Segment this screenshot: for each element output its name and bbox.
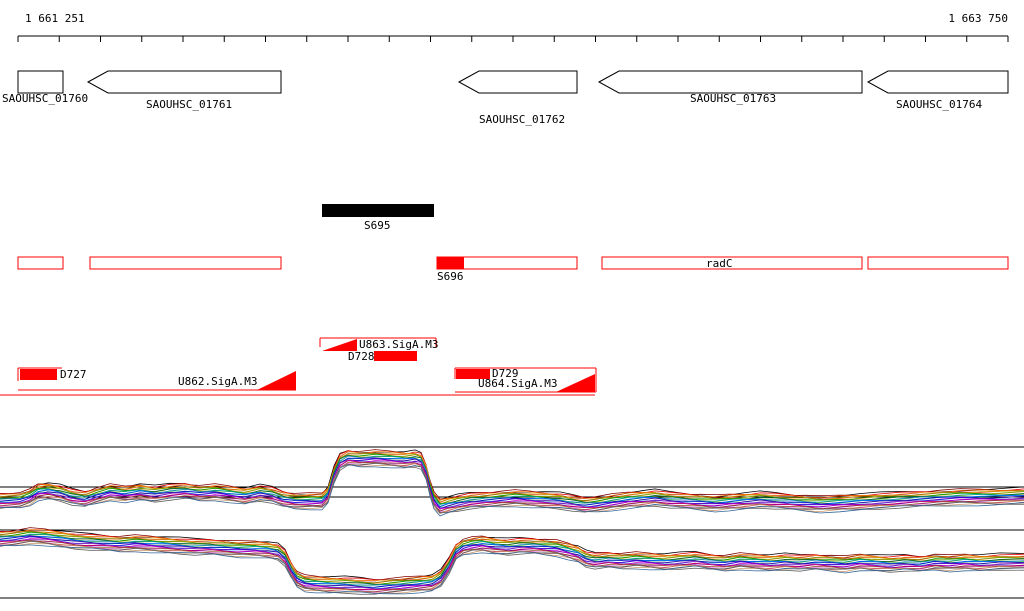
novel-feature-label: S695	[364, 219, 391, 232]
transcript-rect[interactable]	[89, 256, 282, 270]
ruler-start-label: 1 661 251	[25, 12, 85, 25]
motif-triangle[interactable]	[556, 374, 595, 392]
transcript-rect[interactable]	[867, 256, 1009, 270]
transcript-fill	[437, 257, 464, 269]
motif-box[interactable]	[456, 369, 490, 379]
transcript-rect[interactable]	[17, 256, 64, 270]
profile-line-bottom	[0, 527, 1024, 582]
profile-line-top	[0, 464, 1024, 517]
gene-label: SAOUHSC_01764	[896, 98, 982, 111]
gene-label: SAOUHSC_01761	[146, 98, 232, 111]
motif-label: D727	[60, 368, 87, 381]
motif-label: U862.SigA.M3	[178, 375, 257, 388]
profile-line-bottom	[0, 536, 1024, 591]
motif-label: U864.SigA.M3	[478, 377, 557, 390]
motif-label: U863.SigA.M3	[359, 338, 438, 351]
gene-box[interactable]	[17, 70, 64, 94]
gene-arrow[interactable]	[866, 70, 1009, 94]
gene-label: SAOUHSC_01760	[2, 92, 88, 105]
profile-line-bottom	[0, 540, 1024, 595]
transcript-label: radC	[706, 257, 733, 270]
motif-triangle[interactable]	[322, 339, 357, 351]
gene-label: SAOUHSC_01762	[479, 113, 565, 126]
profile-line-bottom	[0, 544, 1024, 595]
motif-label: D729	[492, 367, 519, 380]
profile-line-top	[0, 462, 1024, 514]
profile-line-bottom	[0, 535, 1024, 586]
gene-label: SAOUHSC_01763	[690, 92, 776, 105]
gene-arrow[interactable]	[597, 70, 863, 94]
gene-arrow[interactable]	[457, 70, 578, 94]
ruler-end-label: 1 663 750	[948, 12, 1008, 25]
profile-line-top	[0, 458, 1024, 510]
profile-line-bottom	[0, 531, 1024, 586]
transcript-rect[interactable]	[601, 256, 863, 270]
motif-label: D728	[348, 350, 375, 363]
novel-feature-rect[interactable]	[322, 204, 434, 217]
gene-arrow[interactable]	[86, 70, 282, 94]
motif-triangle[interactable]	[257, 371, 296, 390]
motif-box[interactable]	[374, 351, 417, 361]
motif-box[interactable]	[20, 369, 57, 380]
transcript-label: S696	[437, 270, 464, 283]
